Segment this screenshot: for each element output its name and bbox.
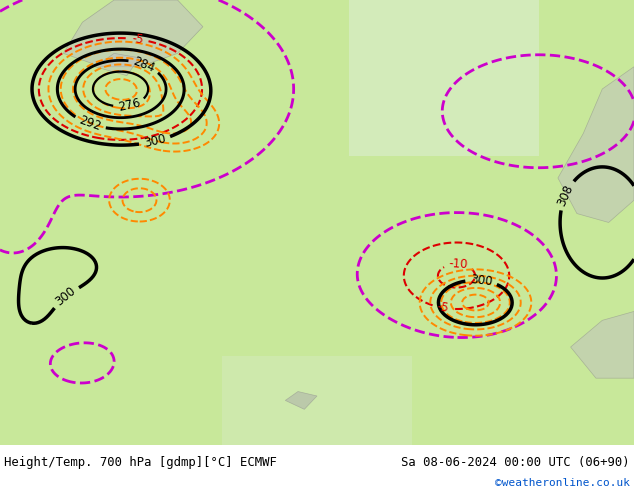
Polygon shape xyxy=(63,0,203,67)
Text: 300: 300 xyxy=(470,273,493,288)
Bar xyxy=(222,356,412,445)
Polygon shape xyxy=(558,67,634,222)
Polygon shape xyxy=(285,392,317,409)
Polygon shape xyxy=(95,53,139,75)
Text: -10: -10 xyxy=(448,257,468,271)
Text: 284: 284 xyxy=(131,54,157,74)
Text: 300: 300 xyxy=(143,132,167,150)
Text: -5: -5 xyxy=(131,32,145,47)
Bar xyxy=(349,0,539,156)
Polygon shape xyxy=(571,312,634,378)
Text: 292: 292 xyxy=(77,114,103,134)
Text: Height/Temp. 700 hPa [gdmp][°C] ECMWF: Height/Temp. 700 hPa [gdmp][°C] ECMWF xyxy=(4,456,277,469)
Text: 300: 300 xyxy=(53,285,79,309)
Text: 276: 276 xyxy=(117,97,142,114)
Text: ©weatheronline.co.uk: ©weatheronline.co.uk xyxy=(495,478,630,488)
Text: -5: -5 xyxy=(436,300,450,315)
Text: Sa 08-06-2024 00:00 UTC (06+90): Sa 08-06-2024 00:00 UTC (06+90) xyxy=(401,456,630,469)
Text: 308: 308 xyxy=(555,182,576,208)
